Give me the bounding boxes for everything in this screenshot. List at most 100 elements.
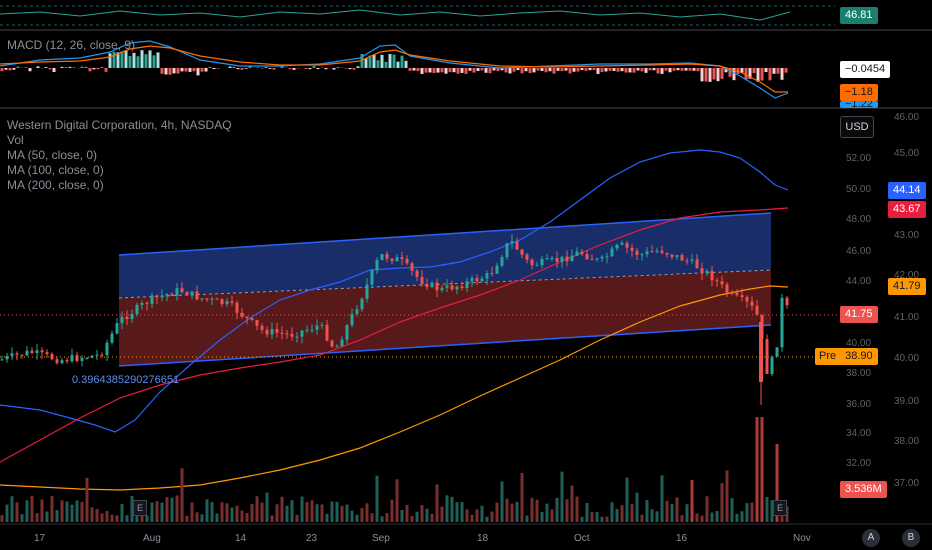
macd-histogram-bar [96,68,100,70]
currency-button[interactable]: USD [840,116,874,138]
macd-histogram-bar [12,68,16,70]
price-axis-tick: 40.00 [894,353,920,364]
macd-histogram-bar [4,68,8,70]
volume-bar [490,511,494,522]
last-price-badge: 41.75 [840,306,878,323]
b-button[interactable]: B [902,529,920,547]
macd-histogram-bar [400,55,404,68]
macd-histogram-bar [68,66,72,68]
macd-histogram-bar [108,53,112,68]
macd-histogram-bar [668,68,672,73]
price-axis-inner-tick: 44.00 [846,276,872,287]
macd-histogram-bar [372,54,376,68]
volume-bar [535,499,539,522]
volume-bar [365,503,369,522]
macd-histogram-bar [272,68,276,70]
macd-histogram-bar [364,58,368,68]
candle-body [195,291,199,300]
candle-body [255,319,259,326]
candle-body [615,244,619,249]
volume-bar [95,509,99,522]
macd-histogram-bar [180,68,184,72]
time-axis-tick: Oct [574,533,590,544]
candle-body [180,288,184,293]
candle-body [525,254,529,260]
candle-body [630,247,634,251]
candle-body [745,297,749,302]
macd-histogram-bar [432,68,436,73]
volume-bar [235,505,239,522]
candle-body [170,294,174,296]
candle-body [770,356,774,374]
candle-body [395,257,399,262]
macd-histogram-bar [632,68,636,73]
auto-scale-button[interactable]: A [862,529,880,547]
macd-histogram-bar [520,68,524,74]
macd-histogram-bar [384,61,388,68]
volume-bar [350,510,354,522]
volume-bar [190,502,194,522]
volume-bar [745,503,749,522]
price-axis-inner-tick: 32.00 [846,458,872,469]
candle-body [175,288,179,296]
candle-body [730,292,734,294]
macd-histogram-bar [336,66,340,68]
earnings-marker[interactable]: E [133,500,147,516]
candle-body [240,312,244,317]
volume-bar [110,514,114,522]
volume-bar [760,417,764,522]
volume-bar [225,503,229,522]
channel-lower-fill [119,270,771,366]
candle-body [655,250,659,252]
candle-body [260,325,264,330]
macd-histogram-bar [708,68,712,82]
volume-bar [765,497,769,522]
volume-bar [260,502,264,522]
main-legend[interactable]: Western Digital Corporation, 4h, NASDAQ … [7,118,232,193]
volume-bar [605,516,609,522]
price-axis-tick: 38.00 [894,436,920,447]
macd-histogram-bar [280,66,284,68]
earnings-marker[interactable]: E [773,500,787,516]
candle-body [520,249,524,255]
candle-body [90,355,94,358]
volume-bar [160,502,164,522]
candle-body [385,254,389,259]
candle-body [610,248,614,257]
macd-histogram-bar [544,68,548,73]
volume-bar [305,502,309,522]
volume-bar [280,496,284,522]
candle-body [45,352,49,355]
candle-body [115,323,119,334]
volume-bar [655,511,659,522]
volume-bar [210,502,214,522]
macd-histogram-bar [672,68,676,71]
price-axis-inner-tick: 50.00 [846,184,872,195]
macd-histogram-bar [616,68,620,72]
candle-body [235,302,239,313]
volume-bar [200,514,204,522]
macd-histogram-bar [652,68,656,71]
macd-histogram-bar [776,68,780,74]
macd-histogram-bar [44,67,48,68]
candle-body [80,358,84,361]
volume-bar [275,504,279,522]
volume-bar [495,502,499,522]
macd-histogram-bar [780,68,784,80]
price-axis-inner-tick: 40.00 [846,338,872,349]
volume-bar [740,511,744,522]
macd-histogram-bar [232,66,236,68]
macd-histogram-bar [484,68,488,73]
candle-body [155,295,159,298]
macd-legend[interactable]: MACD (12, 26, close, 9) [7,38,135,53]
volume-bar [35,513,39,522]
volume-bar [205,499,209,522]
macd-histogram-bar [460,68,464,73]
macd-histogram-bar [548,68,552,72]
volume-bar [290,500,294,522]
candle-body [330,340,334,347]
macd-histogram-bar [560,68,564,72]
candle-body [680,255,684,261]
